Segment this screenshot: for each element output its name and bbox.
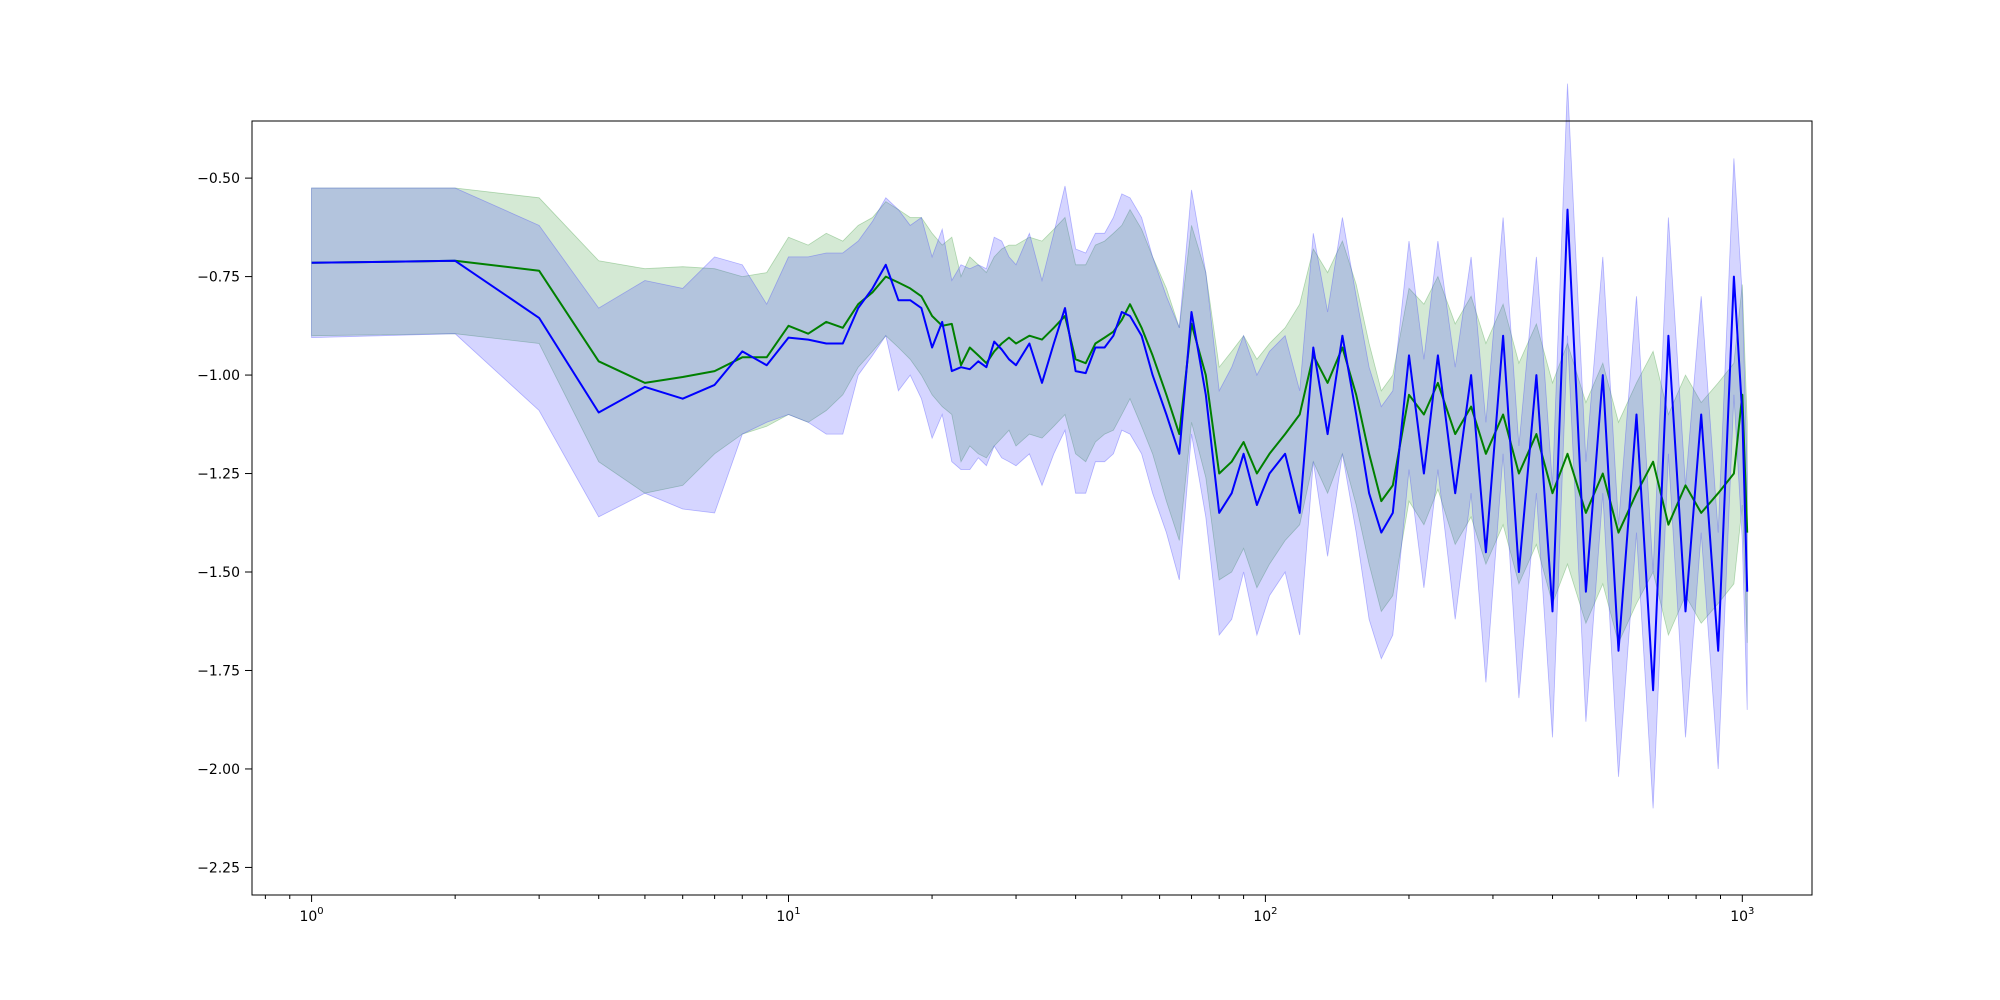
y-tick-label: −1.50 <box>197 565 240 581</box>
confidence-bands <box>311 83 1748 809</box>
y-tick-label: −0.75 <box>197 270 240 286</box>
plot-frame <box>251 120 1813 896</box>
series-2-line <box>311 208 1749 692</box>
x-tick-label: 103 <box>1730 906 1754 925</box>
y-tick-label: −2.25 <box>197 860 240 876</box>
y-tick-label: −2.00 <box>197 762 240 778</box>
y-tick-label: −1.75 <box>197 663 240 679</box>
series-lines <box>311 208 1749 692</box>
x-tick-label: 101 <box>776 906 800 925</box>
y-tick-label: −1.25 <box>197 467 240 483</box>
y-axis-ticks: −0.50 −0.75 −1.00 −1.25 −1.50 −1.75 −2.00 −2.25 <box>197 171 252 876</box>
x-tick-label: 100 <box>299 906 323 925</box>
series-2-band <box>311 83 1748 809</box>
x-tick-label: 102 <box>1253 906 1277 925</box>
y-tick-label: −1.00 <box>197 368 240 384</box>
series-1-band <box>311 187 1748 645</box>
y-tick-label: −0.50 <box>197 171 240 187</box>
series-1-line <box>311 259 1749 534</box>
x-axis-ticks: 100 101 102 103 <box>264 895 1754 925</box>
